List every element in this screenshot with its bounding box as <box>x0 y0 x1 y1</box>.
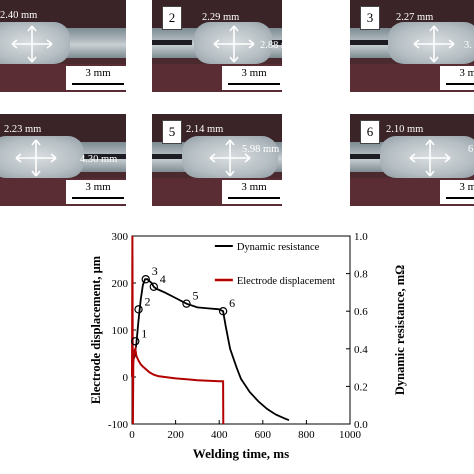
stage-marker-label: 5 <box>193 289 199 303</box>
scale-bar: 3 mm <box>66 66 126 90</box>
x-tick-label: 1000 <box>339 429 362 441</box>
micrograph-panel: 6 2.10 mm 6 3 mm <box>350 114 474 206</box>
x-tick-label: 800 <box>298 429 315 441</box>
x-tick-label: 400 <box>211 429 228 441</box>
stage-marker-label: 6 <box>229 296 235 310</box>
panel-number: 2 <box>162 6 182 30</box>
diameter-label: 3. <box>464 40 472 51</box>
stage-marker <box>218 306 228 316</box>
sheet-gap <box>152 154 182 159</box>
micrograph-panel: 2.23 mm 4.30 mm 3 mm <box>0 114 126 206</box>
series-line <box>131 235 225 425</box>
y-left-tick-label: 300 <box>112 231 129 243</box>
stage-marker <box>149 282 158 291</box>
dimension-arrows <box>209 139 251 177</box>
micrograph-panel: 2.40 mm 3 mm <box>0 0 126 92</box>
x-tick-label: 0 <box>129 429 135 441</box>
width-label: 2.29 mm <box>202 12 240 23</box>
scale-bar: 3 mm <box>440 180 474 204</box>
welding-chart: 0 200 400 600 800 1000-10001002003000.00.20.4… <box>89 231 407 461</box>
scale-bar: 3 mm <box>440 66 474 90</box>
dimension-arrows <box>213 25 255 63</box>
width-label: 2.40 mm <box>0 10 38 21</box>
x-axis-label: Welding time, ms <box>193 446 289 461</box>
diameter-label: 6 <box>468 144 474 155</box>
scale-bar: 3 mm <box>222 66 282 90</box>
dimension-arrows <box>409 139 451 177</box>
diameter-label: 2.88 mm <box>260 40 282 51</box>
stage-marker <box>134 305 143 314</box>
scale-bar: 3 mm <box>66 180 126 204</box>
y-right-tick-label: 0.8 <box>354 269 368 281</box>
legend-label: Dynamic resistance <box>237 242 320 253</box>
scale-label: 3 mm <box>241 181 267 193</box>
width-label: 2.23 mm <box>4 124 42 135</box>
stage-marker-label: 2 <box>145 294 151 308</box>
diameter-label: 4.30 mm <box>80 154 118 165</box>
series-line <box>133 278 290 422</box>
y-left-tick-label: 0 <box>123 372 129 384</box>
sheet-gap <box>350 40 388 45</box>
y-left-tick-label: 200 <box>112 278 129 290</box>
micrograph-panel: 3 2.27 mm 3. 3 mm <box>350 0 474 92</box>
stage-marker-label: 3 <box>152 264 158 278</box>
weld-nugget <box>0 136 84 178</box>
dimension-arrows <box>11 25 53 63</box>
y-left-tick-label: 100 <box>112 325 129 337</box>
scale-label: 3 mm <box>459 67 474 79</box>
y-right-tick-label: 0.2 <box>354 381 368 393</box>
width-label: 2.14 mm <box>186 124 224 135</box>
panel-number: 3 <box>360 6 380 30</box>
x-tick-label: 200 <box>167 429 184 441</box>
stage-marker-label: 1 <box>141 326 147 340</box>
stage-marker <box>141 275 150 284</box>
sheet-gap <box>272 40 282 45</box>
micrograph-panel: 2 2.29 mm 2.88 mm 3 mm <box>152 0 282 92</box>
scale-label: 3 mm <box>459 181 474 193</box>
y-right-tick-label: 0.0 <box>354 419 368 431</box>
y-right-tick-label: 1.0 <box>354 231 368 243</box>
y-right-tick-label: 0.4 <box>354 344 368 356</box>
y-left-tick-label: -100 <box>108 419 129 431</box>
weld-nugget <box>194 22 272 64</box>
dimension-arrows <box>413 25 455 63</box>
diameter-label: 5.98 mm <box>242 144 280 155</box>
y-right-tick-label: 0.6 <box>354 306 368 318</box>
scale-label: 3 mm <box>85 67 111 79</box>
legend-label: Electrode displacement <box>237 276 335 287</box>
x-tick-label: 600 <box>255 429 272 441</box>
panel-number: 6 <box>360 120 380 144</box>
y-left-axis-label: Electrode displacement, μm <box>89 255 103 404</box>
stage-marker <box>182 299 191 308</box>
stage-marker-label: 4 <box>160 272 166 286</box>
scale-label: 3 mm <box>85 181 111 193</box>
sheet-gap <box>152 40 192 45</box>
scale-bar: 3 mm <box>222 180 282 204</box>
sheet-gap <box>84 154 126 159</box>
stage-marker <box>131 337 140 346</box>
scale-label: 3 mm <box>241 67 267 79</box>
panel-number: 5 <box>162 120 182 144</box>
y-right-axis-label: Dynamic resistance, mΩ <box>393 265 407 395</box>
micrograph-panel: 5 2.14 mm 5.98 mm 3 mm <box>152 114 282 206</box>
sheet-gap <box>350 154 380 159</box>
dimension-arrows <box>15 139 57 177</box>
width-label: 2.27 mm <box>396 12 434 23</box>
width-label: 2.10 mm <box>386 124 424 135</box>
plot-frame <box>131 235 351 425</box>
